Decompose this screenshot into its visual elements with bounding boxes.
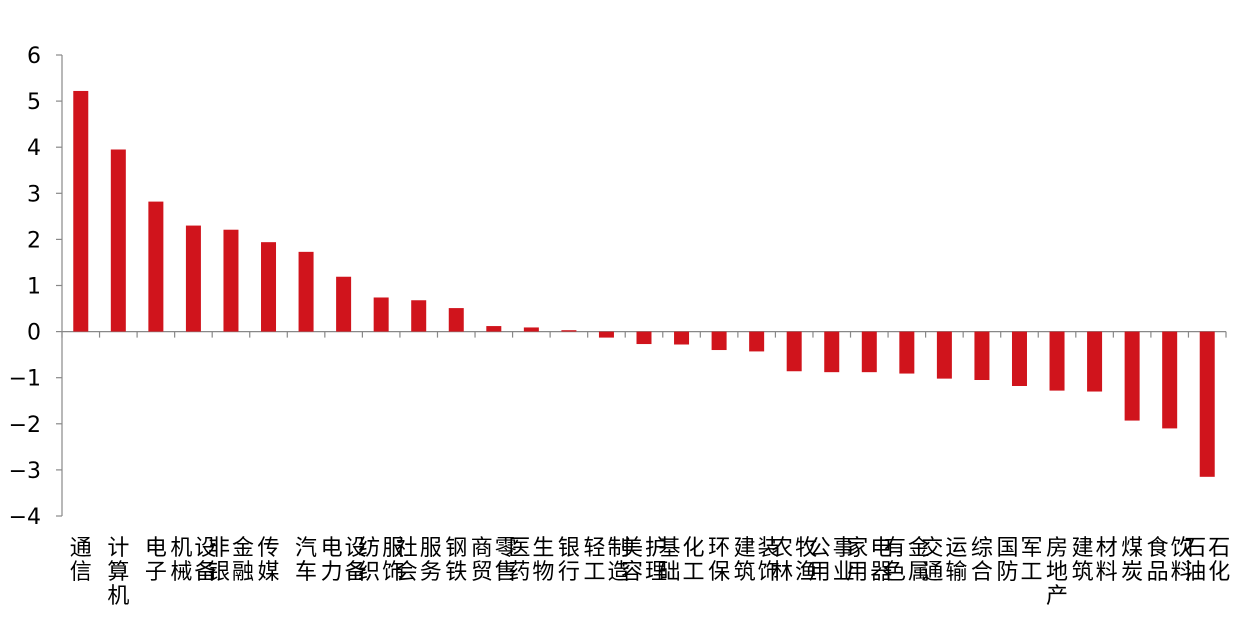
bar <box>486 326 502 332</box>
bar <box>110 149 126 332</box>
category-labels: 通信计算机电子机械设备非银金融传媒汽车电力设备纺织服饰社会服务钢铁商贸零售医药生… <box>70 536 1230 609</box>
bars <box>73 90 1215 477</box>
bar <box>674 331 690 345</box>
x-tick-label: 石油石化 <box>1184 536 1230 585</box>
y-tick-label: −4 <box>9 505 41 530</box>
bar <box>148 201 164 332</box>
x-tick-label: 非银金融 <box>208 536 254 585</box>
bar <box>636 331 652 345</box>
y-tick-label: 5 <box>27 90 41 115</box>
x-tick-label: 商贸零售 <box>471 536 517 585</box>
bar <box>936 331 952 379</box>
y-axis: 6 5 4 3 2 1 0 −1 −2 −3 −4 <box>9 44 63 530</box>
y-tick-label: −3 <box>9 459 41 484</box>
x-tick-label: 交通运输 <box>921 536 967 585</box>
x-tick-label: 传媒 <box>258 536 280 585</box>
bar <box>749 331 765 352</box>
bar <box>711 331 727 351</box>
bar <box>223 229 239 332</box>
bar <box>861 331 877 373</box>
bar <box>561 330 577 332</box>
x-tick-label: 国防军工 <box>996 536 1042 585</box>
x-tick-label: 家用电器 <box>846 536 892 585</box>
bar <box>73 90 89 332</box>
x-tick-label: 煤炭 <box>1121 536 1143 585</box>
x-tick-label: 钢铁 <box>445 536 467 585</box>
x-tick-label: 纺织服饰 <box>358 536 404 585</box>
x-tick-label: 机械设备 <box>170 536 216 585</box>
bar <box>1087 331 1103 392</box>
x-tick-label: 社会服务 <box>396 536 442 585</box>
bar <box>974 331 990 381</box>
x-tick-label: 汽车 <box>295 536 317 585</box>
bar <box>523 327 539 332</box>
bar <box>373 297 389 332</box>
bar <box>1199 331 1215 477</box>
x-tick-label: 环保 <box>708 536 730 585</box>
x-tick-label: 电力设备 <box>321 536 367 585</box>
y-tick-label: 6 <box>27 44 41 69</box>
x-tick-label: 计算机 <box>107 536 129 609</box>
bar <box>411 300 427 332</box>
x-tick-label: 农林牧渔 <box>771 536 817 585</box>
y-tick-label: 4 <box>27 136 41 161</box>
x-tick-label: 房地产 <box>1046 536 1068 609</box>
bar <box>1162 331 1178 429</box>
bar <box>261 242 277 332</box>
x-tick-label: 通信 <box>70 536 92 585</box>
x-tick-label: 公用事业 <box>809 536 855 585</box>
bar <box>786 331 802 372</box>
x-tick-label: 轻工制造 <box>583 536 629 585</box>
bar <box>448 308 464 332</box>
bar <box>298 251 314 332</box>
x-tick-label: 建筑装饰 <box>734 536 780 585</box>
y-tick-label: 1 <box>27 275 41 300</box>
bar <box>824 331 840 373</box>
x-tick-label: 医药生物 <box>508 536 554 585</box>
bar <box>336 276 352 332</box>
y-tick-label: 0 <box>27 321 41 346</box>
x-tick-label: 电子 <box>145 536 167 585</box>
bar <box>899 331 915 374</box>
y-tick-label: −2 <box>9 413 41 438</box>
y-tick-label: 2 <box>27 228 41 253</box>
x-tick-label: 银行 <box>558 536 580 585</box>
x-tick-label: 食品饮料 <box>1147 536 1193 585</box>
bar <box>1124 331 1140 421</box>
y-tick-label: 3 <box>27 182 41 207</box>
x-tick-label: 综合 <box>971 536 993 585</box>
bar <box>185 225 201 332</box>
x-tick-label: 建筑材料 <box>1072 536 1118 585</box>
x-tick-label: 基础化工 <box>659 536 705 585</box>
y-tick-label: −1 <box>9 367 41 392</box>
bar <box>1011 331 1027 386</box>
bar <box>598 331 614 338</box>
x-tick-label: 美容护理 <box>621 536 667 585</box>
bar <box>1049 331 1065 391</box>
x-tick-label: 有色金属 <box>884 536 930 585</box>
